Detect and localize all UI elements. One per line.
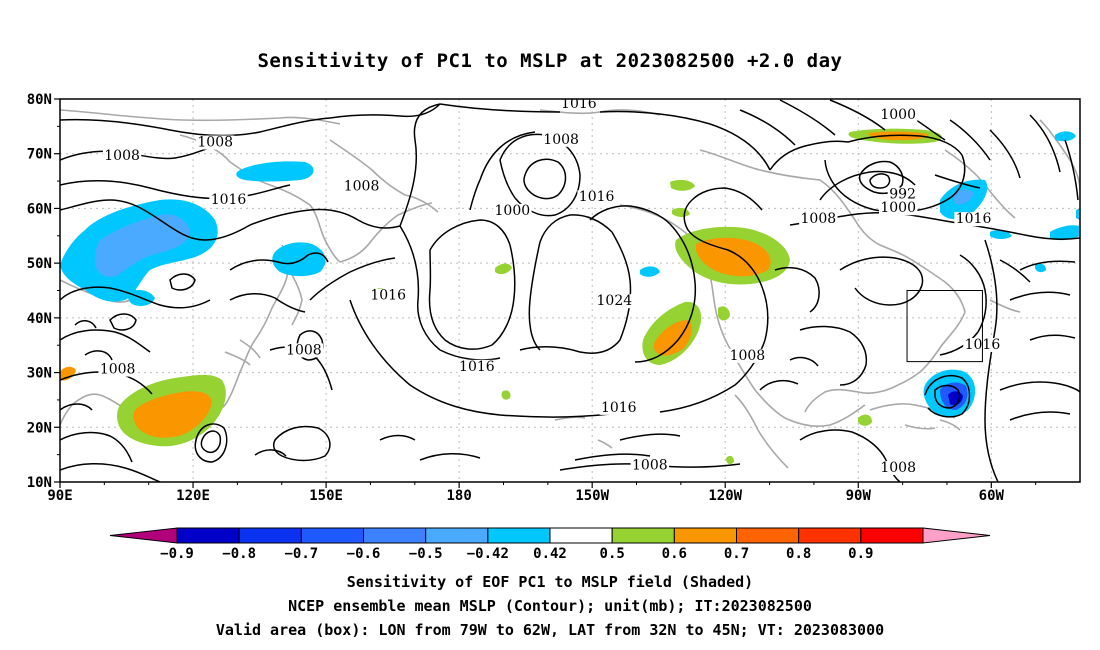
contour-labels: 1008 1008 1008 1016 1016 1008 1000 1016 1016 1024… (98, 96, 1002, 476)
lon-tick-label: 120E (176, 488, 210, 504)
colorbar-swatch (673, 527, 737, 544)
colorbar-label: 0.6 (662, 546, 687, 562)
contour-label-bg (209, 192, 248, 207)
contour-label-bg (102, 149, 142, 164)
colorbar-swatch (860, 527, 924, 544)
colorbar-label: −0.6 (347, 546, 381, 562)
colorbar-label: 0.8 (786, 546, 811, 562)
contour-label-bg (368, 288, 408, 303)
colorbar-swatch (425, 527, 489, 544)
contour-label: 1008 (104, 148, 140, 164)
contour-label: 1008 (286, 342, 322, 358)
colorbar-label: 0.9 (848, 546, 873, 562)
contour-label-bg (878, 108, 918, 123)
contour-label: 1016 (211, 192, 247, 208)
longitude-axis: 90E 120E 150E 180 150W 120W 90W 60W (47, 482, 1037, 504)
lat-tick-label: 40N (27, 311, 52, 327)
lon-tick-label: 150E (309, 488, 343, 504)
colorbar-label: 0.42 (533, 546, 567, 562)
contour-label-bg (98, 362, 137, 377)
colorbar-swatch (549, 527, 613, 544)
contour-label: 1016 (956, 211, 992, 227)
lat-tick-label: 60N (27, 201, 52, 217)
lon-tick-label: 120W (708, 488, 742, 504)
contour-label-bg (878, 201, 918, 216)
colorbar-swatch (487, 527, 551, 544)
contour-label: 1016 (601, 400, 637, 416)
lon-tick-label: 90E (47, 488, 72, 504)
contour-label-bg (493, 203, 532, 218)
contour-label: 1008 (801, 211, 837, 227)
colorbar-swatch (238, 527, 302, 544)
lon-tick-label: 90W (846, 488, 872, 504)
contour-label: 1000 (880, 200, 916, 216)
colorbar-swatch (300, 527, 365, 544)
contour-label: 1016 (579, 189, 615, 205)
colorbar-swatch (798, 527, 862, 544)
lat-tick-label: 50N (27, 256, 52, 272)
colorbar-swatch (176, 527, 240, 544)
colorbar-swatch (736, 527, 800, 544)
latitude-axis: 80N 70N 60N 50N 40N 30N 20N 10N (27, 92, 60, 491)
colorbar-label: −0.5 (409, 546, 443, 562)
contour-label: 1008 (543, 132, 579, 148)
contour-label: 1008 (100, 362, 136, 378)
contour-label-bg (728, 348, 767, 363)
contour-label-bg (630, 458, 670, 473)
sensitivity-shading (60, 128, 1080, 465)
contour-label-bg (196, 135, 235, 150)
contour-label-bg (457, 359, 497, 374)
colorbar-arrow-high (922, 527, 991, 544)
contour-label: 1008 (632, 457, 668, 473)
colorbar-label: −0.7 (284, 546, 318, 562)
contour-label-bg (284, 343, 324, 358)
contour-label-bg (342, 179, 381, 194)
contour-label: 1016 (370, 288, 406, 304)
contour-label: 1016 (459, 359, 495, 375)
colorbar-label: 0.5 (600, 546, 625, 562)
colorbar-swatch (611, 527, 675, 544)
contour-label: 1000 (880, 107, 916, 123)
footer-line-3: Valid area (box): LON from 79W to 62W, L… (215, 621, 885, 639)
valid-area-box (906, 290, 983, 363)
lon-tick-label: 60W (979, 488, 1005, 504)
contour-label: 1008 (730, 348, 766, 364)
lat-tick-label: 10N (27, 475, 52, 491)
mslp-contours (60, 99, 1080, 482)
contour-label-bg (599, 400, 638, 415)
map-title: Sensitivity of PC1 to MSLP at 2023082500… (257, 50, 843, 72)
footer-line-1: Sensitivity of EOF PC1 to MSLP field (Sh… (346, 573, 754, 591)
colorbar-arrow-low (109, 527, 178, 544)
lat-tick-label: 80N (27, 92, 52, 108)
contour-label-bg (954, 212, 993, 227)
colorbar-label: −0.9 (160, 546, 194, 562)
lat-tick-label: 70N (27, 147, 52, 163)
contour-label-bg (559, 99, 599, 112)
lon-tick-label: 150W (575, 488, 609, 504)
contour-label: 1008 (880, 460, 916, 476)
lon-tick-label: 180 (446, 488, 471, 504)
lat-tick-label: 20N (27, 420, 52, 436)
contour-label: 1000 (495, 203, 531, 219)
contour-label: 1016 (561, 96, 597, 112)
contour-label-bg (595, 294, 634, 309)
colorbar-labels: −0.9 −0.8 −0.7 −0.6 −0.5 −0.42 0.42 0.5 0.6 0.7 0.… (160, 546, 873, 562)
footer-line-2: NCEP ensemble mean MSLP (Contour); unit(… (288, 597, 812, 615)
contour-label: 1008 (197, 135, 233, 151)
colorbar-label: −0.8 (222, 546, 256, 562)
colorbar-swatch (363, 527, 427, 544)
contour-label-bg (541, 132, 581, 147)
contour-label: 1024 (597, 293, 633, 309)
contour-label-bg (799, 212, 838, 227)
colorbar-label: 0.7 (724, 546, 749, 562)
lat-tick-label: 30N (27, 366, 52, 382)
colorbar (109, 527, 991, 544)
contour-label: 992 (889, 186, 916, 202)
contour-label-bg (887, 187, 918, 202)
contour-label-bg (878, 461, 918, 476)
colorbar-label: −0.42 (467, 546, 509, 562)
contour-label-bg (577, 190, 616, 205)
contour-label: 1008 (344, 178, 380, 194)
